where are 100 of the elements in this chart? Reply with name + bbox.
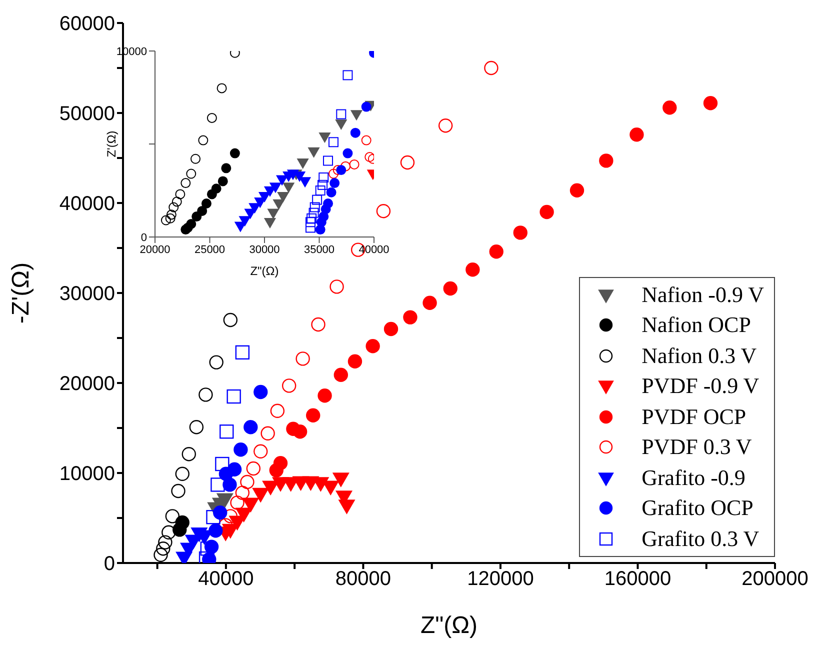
point xyxy=(308,208,319,218)
point xyxy=(400,155,415,170)
point xyxy=(248,203,260,214)
point xyxy=(208,524,223,538)
y-axis-title: Z'(Ω) xyxy=(104,130,118,158)
point xyxy=(350,128,360,138)
point xyxy=(158,535,172,550)
point xyxy=(292,424,308,439)
legend-label: PVDF -0.9 V xyxy=(642,373,760,400)
point xyxy=(338,500,355,514)
point xyxy=(244,420,258,434)
point xyxy=(349,159,360,170)
point xyxy=(273,456,288,470)
point xyxy=(335,119,347,130)
point xyxy=(570,183,584,198)
point xyxy=(162,525,176,540)
point xyxy=(366,339,380,354)
point xyxy=(201,198,212,209)
legend-label: Grafito OCP xyxy=(642,495,754,522)
point xyxy=(171,484,186,498)
point xyxy=(299,177,311,188)
point xyxy=(306,408,320,422)
x-tick-label: 30000 xyxy=(249,244,280,256)
point xyxy=(282,378,296,393)
point xyxy=(540,204,554,220)
point xyxy=(438,118,453,133)
point xyxy=(220,424,234,439)
point xyxy=(154,548,168,562)
point xyxy=(384,322,398,336)
point xyxy=(330,178,340,188)
point xyxy=(211,184,222,194)
point xyxy=(175,466,190,481)
x-tick-label: 80000 xyxy=(335,568,392,590)
point xyxy=(340,161,351,172)
point xyxy=(198,388,213,402)
point xyxy=(226,389,241,404)
point xyxy=(186,168,196,179)
point xyxy=(206,510,220,524)
point xyxy=(273,199,284,210)
point xyxy=(218,176,228,186)
point xyxy=(308,147,320,158)
point xyxy=(210,478,225,492)
point xyxy=(246,461,260,476)
point xyxy=(198,135,208,146)
point xyxy=(216,493,233,508)
point xyxy=(276,175,288,186)
point xyxy=(168,202,179,212)
point xyxy=(326,187,336,198)
point xyxy=(318,180,328,190)
point xyxy=(252,488,269,502)
point xyxy=(175,515,190,530)
point xyxy=(234,442,248,457)
point xyxy=(703,96,718,110)
point xyxy=(361,135,372,146)
x-tick-label: 200000 xyxy=(742,568,808,590)
point xyxy=(306,213,317,224)
point xyxy=(318,388,332,403)
point xyxy=(318,172,329,182)
point xyxy=(376,204,391,218)
point xyxy=(242,498,259,512)
point xyxy=(197,206,208,216)
point xyxy=(260,426,275,440)
y-tick-label: 40000 xyxy=(59,193,115,216)
x-tick-label: 35000 xyxy=(304,244,335,256)
point xyxy=(342,70,353,80)
point xyxy=(165,509,180,524)
x-tick-label: 40000 xyxy=(198,568,254,590)
point xyxy=(599,154,614,168)
point xyxy=(305,217,316,228)
point xyxy=(236,508,252,522)
point xyxy=(364,152,374,162)
point xyxy=(323,156,334,166)
point xyxy=(227,462,242,476)
point xyxy=(230,496,244,510)
x-tick-label: 25000 xyxy=(194,244,226,256)
point xyxy=(206,112,217,123)
point xyxy=(270,182,282,193)
point xyxy=(235,345,250,360)
point xyxy=(403,310,418,324)
point xyxy=(336,109,346,120)
legend-label: Nafion -0.9 V xyxy=(642,282,764,308)
point xyxy=(190,154,201,164)
point xyxy=(315,186,326,196)
point xyxy=(296,352,310,366)
point xyxy=(422,296,437,310)
point xyxy=(328,168,338,179)
point xyxy=(182,447,196,462)
point xyxy=(254,384,268,400)
point xyxy=(270,404,285,418)
point xyxy=(180,178,191,188)
x-tick-label: 160000 xyxy=(604,568,672,590)
point xyxy=(216,83,227,94)
legend-label: Grafito -0.9 xyxy=(642,464,746,491)
y-axis-title: -Z'(Ω) xyxy=(8,262,35,324)
point xyxy=(258,192,270,202)
point xyxy=(239,216,250,226)
point xyxy=(189,420,204,434)
point xyxy=(330,280,344,294)
point xyxy=(156,542,170,556)
point xyxy=(342,148,353,158)
